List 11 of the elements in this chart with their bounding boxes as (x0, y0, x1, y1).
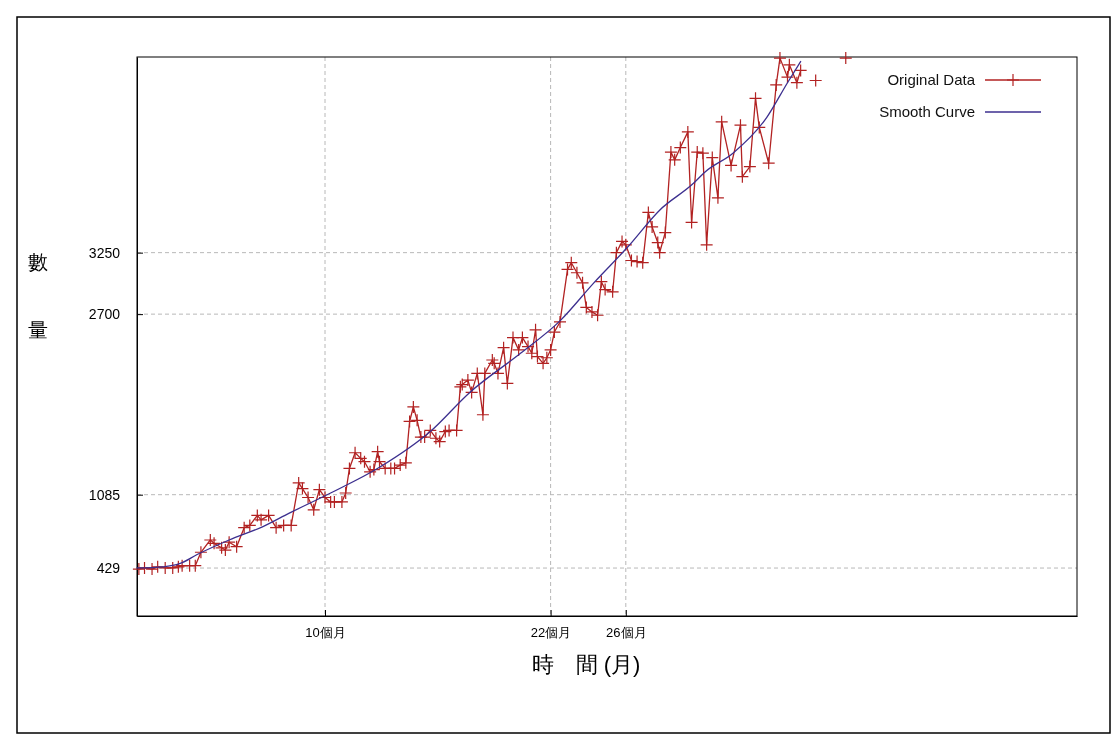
x-tick-label: 26個月 (606, 625, 647, 641)
text: 數量 (28, 251, 48, 341)
y-tick-label: 3250 (88, 244, 121, 261)
x-tick-label: 22個月 (530, 625, 572, 641)
legend-label: Original Data (887, 71, 976, 89)
x-tick-label: 10個月 (305, 625, 346, 641)
y-tick-label: 1085 (88, 486, 121, 503)
legend-label: Smooth Curve (879, 103, 975, 121)
x-axis-title: 時 間 (月) (531, 651, 641, 677)
y-tick-label: 429 (96, 560, 121, 577)
y-tick-label: 2700 (88, 306, 121, 323)
